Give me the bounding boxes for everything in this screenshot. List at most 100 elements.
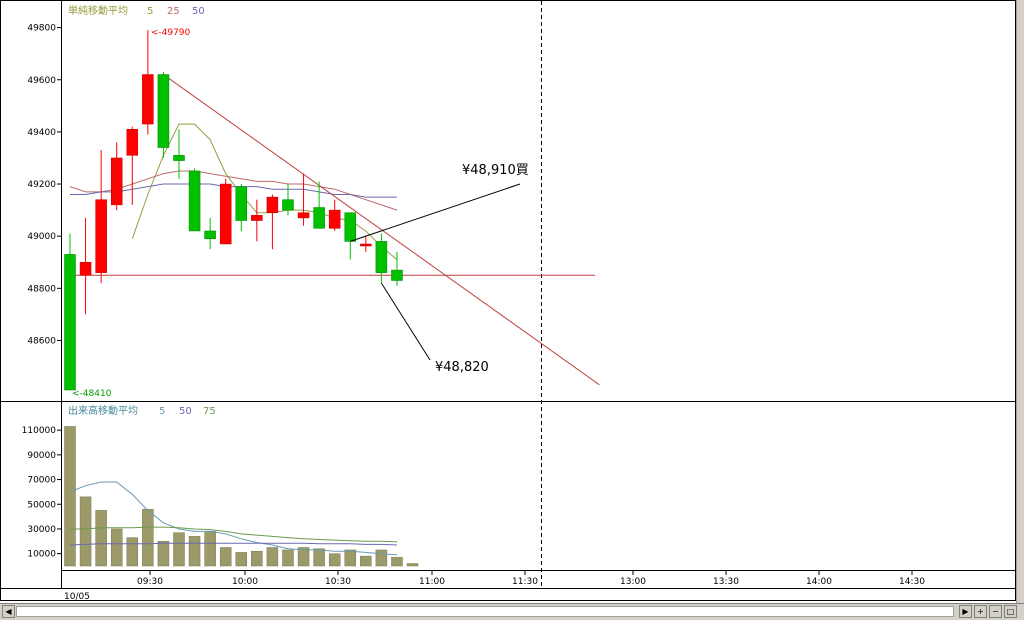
price-tick-label-4: 49400 bbox=[27, 128, 56, 138]
price-ma-line-50 bbox=[70, 183, 397, 198]
volume-tick-label-3: 70000 bbox=[27, 476, 56, 486]
candle-body-0 bbox=[64, 254, 76, 391]
candle-body-19 bbox=[360, 243, 372, 247]
trendline bbox=[163, 74, 600, 386]
right-scroll-edge bbox=[1016, 0, 1024, 603]
time-tick-label-7: 14:00 bbox=[806, 577, 832, 587]
candle-body-8 bbox=[188, 170, 201, 232]
candle-body-4 bbox=[126, 129, 139, 156]
time-tick-label-1: 10:00 bbox=[232, 577, 258, 587]
price-ma-line-25 bbox=[69, 170, 398, 211]
price-axis: 48600 48800 49000 49200 49400 49600 49800 bbox=[27, 24, 61, 346]
candle-body-17 bbox=[328, 209, 341, 229]
candle-body-2 bbox=[95, 199, 107, 273]
price-tick-label-2: 49000 bbox=[27, 232, 56, 242]
horizontal-scrollbar[interactable]: ◀ ▶ + − □ bbox=[0, 603, 1024, 620]
volume-axis: 10000 30000 50000 70000 90000 110000 bbox=[22, 426, 61, 560]
stock-chart: 48600 48800 49000 49200 49400 49600 49800 1000… bbox=[0, 0, 1016, 602]
volume-bar-7 bbox=[173, 532, 185, 567]
session-high-label: <-49790 bbox=[151, 28, 191, 38]
volume-bar-13 bbox=[266, 547, 279, 567]
zoom-reset-button[interactable]: □ bbox=[1004, 605, 1017, 618]
volume-tick-label-4: 90000 bbox=[27, 451, 56, 461]
candle-body-10 bbox=[219, 183, 232, 245]
volume-bar-0 bbox=[64, 426, 76, 567]
date-label: 10/05 bbox=[64, 592, 90, 602]
candle-body-20 bbox=[375, 241, 388, 273]
candle-body-12 bbox=[251, 215, 263, 221]
candlesticks bbox=[64, 30, 403, 391]
candle-body-21 bbox=[391, 269, 403, 281]
volume-legend-ma50: 50 bbox=[179, 406, 192, 417]
time-tick-label-2: 10:30 bbox=[325, 577, 351, 587]
volume-ma-line-5 bbox=[69, 481, 398, 556]
time-tick-label-5: 13:00 bbox=[620, 577, 646, 587]
candle-body-5 bbox=[142, 74, 154, 125]
candle-body-1 bbox=[79, 262, 92, 276]
volume-bar-5 bbox=[142, 508, 154, 567]
volume-bar-10 bbox=[219, 547, 232, 567]
time-tick-label-6: 13:30 bbox=[713, 577, 739, 587]
volume-bar-9 bbox=[204, 531, 216, 567]
volume-bar-21 bbox=[391, 557, 403, 567]
candle-body-11 bbox=[235, 186, 248, 221]
volume-bar-20 bbox=[375, 549, 388, 567]
volume-bar-15 bbox=[297, 547, 310, 567]
volume-moving-averages bbox=[69, 481, 398, 556]
candle-body-7 bbox=[173, 155, 185, 161]
candle-body-18 bbox=[344, 212, 357, 242]
volume-bar-6 bbox=[157, 541, 170, 567]
volume-legend-title: 出来高移動平均 bbox=[68, 404, 138, 417]
candle-body-9 bbox=[204, 230, 216, 240]
candle-body-3 bbox=[110, 157, 123, 206]
volume-tick-label-5: 110000 bbox=[22, 426, 57, 436]
time-axis: 09:30 10:00 10:30 11:00 11:30 13:00 13:30 14:00… bbox=[137, 570, 925, 587]
volume-bars bbox=[64, 426, 419, 567]
scroll-right-button[interactable]: ▶ bbox=[959, 605, 972, 618]
trade-callouts: ¥48,910買 ¥48,820 <-49790 <-48410 bbox=[72, 28, 529, 399]
volume-bar-18 bbox=[344, 549, 357, 567]
volume-legend-ma75: 75 bbox=[203, 406, 216, 417]
candle-body-14 bbox=[282, 199, 294, 211]
candle-body-16 bbox=[313, 207, 325, 229]
time-tick-label-3: 11:00 bbox=[419, 577, 445, 587]
price-legend-ma25: 25 bbox=[167, 6, 180, 17]
volume-tick-label-2: 50000 bbox=[27, 500, 56, 510]
price-tick-label-3: 49200 bbox=[27, 180, 56, 190]
volume-bar-1 bbox=[79, 496, 92, 567]
price-tick-label-0: 48600 bbox=[27, 336, 56, 346]
price-tick-label-1: 48800 bbox=[27, 284, 56, 294]
volume-tick-label-1: 30000 bbox=[27, 525, 56, 535]
exit-leader-line bbox=[380, 282, 431, 361]
volume-bar-3 bbox=[110, 528, 123, 567]
volume-ma-line-50 bbox=[69, 542, 398, 546]
exit-label: ¥48,820 bbox=[435, 360, 489, 375]
scroll-track[interactable] bbox=[16, 606, 954, 617]
candle-body-6 bbox=[157, 74, 170, 148]
volume-bar-22 bbox=[406, 563, 419, 567]
volume-bar-17 bbox=[328, 553, 341, 567]
candle-body-15 bbox=[297, 212, 310, 219]
volume-bar-4 bbox=[126, 537, 139, 567]
volume-bar-8 bbox=[188, 536, 201, 567]
volume-bar-2 bbox=[95, 510, 107, 567]
chart-frame bbox=[0, 0, 1016, 601]
scroll-left-button[interactable]: ◀ bbox=[2, 605, 15, 618]
volume-bar-12 bbox=[251, 550, 263, 567]
volume-bar-16 bbox=[313, 548, 325, 567]
volume-bar-14 bbox=[282, 549, 294, 567]
volume-bar-11 bbox=[235, 552, 248, 567]
volume-bar-19 bbox=[360, 555, 372, 567]
volume-ma-line-75 bbox=[70, 526, 398, 543]
time-tick-label-4: 11:30 bbox=[512, 577, 538, 587]
zoom-in-button[interactable]: + bbox=[974, 605, 987, 618]
buy-leader-line bbox=[350, 183, 521, 242]
time-tick-label-8: 14:30 bbox=[899, 577, 925, 587]
trendline-segment bbox=[163, 74, 600, 386]
volume-tick-label-0: 10000 bbox=[27, 550, 56, 560]
price-tick-label-6: 49800 bbox=[27, 24, 56, 34]
session-low-label: <-48410 bbox=[72, 389, 112, 399]
volume-legend-ma5: 5 bbox=[159, 406, 165, 417]
zoom-out-button[interactable]: − bbox=[989, 605, 1002, 618]
price-legend-ma5: 5 bbox=[147, 6, 153, 17]
